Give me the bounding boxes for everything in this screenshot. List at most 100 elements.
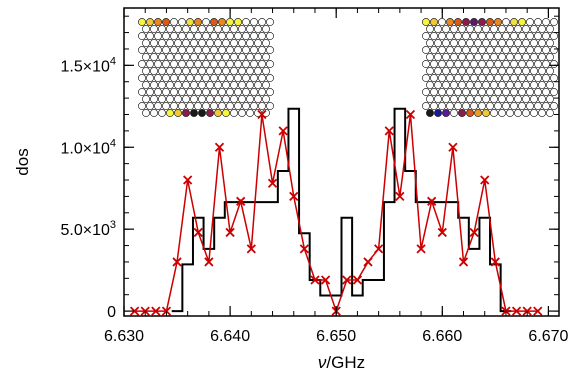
lattice-site	[230, 109, 238, 117]
lattice-site	[194, 102, 202, 110]
tick-labels: 6.630 6.640 6.650 6.660 6.670 0 5.0×103 1.0×104…	[60, 55, 568, 345]
lattice-site	[226, 102, 234, 110]
lattice-site	[226, 88, 234, 96]
lattice-site	[514, 81, 522, 89]
lattice-site	[506, 25, 514, 33]
y-tick-label: 5.0×103	[60, 219, 116, 239]
line-series	[134, 114, 538, 314]
lattice-site	[202, 46, 210, 54]
lattice-site	[166, 109, 174, 117]
lattice-site	[218, 74, 226, 82]
lattice-site	[246, 109, 254, 117]
lattice-site	[494, 74, 502, 82]
lattice-site	[234, 46, 242, 54]
lattice-site	[550, 18, 558, 26]
lattice-site	[458, 95, 466, 103]
lattice-site	[550, 60, 558, 68]
lattice-site	[530, 39, 538, 47]
lattice-site	[266, 102, 274, 110]
axis-ticks	[123, 8, 559, 316]
lattice-site	[254, 95, 262, 103]
lattice-site	[258, 32, 266, 40]
lattice-site	[538, 81, 546, 89]
lattice-site	[158, 95, 166, 103]
lattice-site	[222, 81, 230, 89]
lattice-site	[146, 60, 154, 68]
lattice-site	[522, 67, 530, 75]
lattice-site	[222, 109, 230, 117]
lattice-site	[138, 18, 146, 26]
lattice-site	[534, 88, 542, 96]
lattice-site	[502, 46, 510, 54]
lattice-site	[178, 60, 186, 68]
lattice-site	[466, 95, 474, 103]
lattice-site	[186, 74, 194, 82]
lattice-site	[434, 81, 442, 89]
lattice-site	[442, 67, 450, 75]
lattice-site	[434, 39, 442, 47]
lattice-site	[262, 95, 270, 103]
lattice-site	[218, 102, 226, 110]
lattice-site	[550, 46, 558, 54]
lattice-site	[466, 25, 474, 33]
x-marker	[257, 109, 267, 120]
lattice-site	[182, 67, 190, 75]
lattice-site	[490, 53, 498, 61]
lattice-site	[198, 67, 206, 75]
lattice-site	[430, 18, 438, 26]
lattice-site	[230, 67, 238, 75]
lattice-site	[490, 95, 498, 103]
y-tick-label: 1.5×104	[60, 55, 116, 75]
lattice-site	[438, 88, 446, 96]
x-marker	[204, 257, 214, 267]
lattice-site	[546, 95, 554, 103]
x-marker	[469, 227, 479, 238]
lattice-site	[442, 109, 450, 117]
x-marker	[246, 244, 256, 254]
lattice-site	[230, 25, 238, 33]
lattice-site	[198, 53, 206, 61]
lattice-site	[546, 39, 554, 47]
lattice-site	[438, 32, 446, 40]
lattice-site	[254, 53, 262, 61]
lattice-site	[174, 53, 182, 61]
lattice-site	[250, 46, 258, 54]
lattice-site	[474, 53, 482, 61]
x-marker	[172, 257, 182, 267]
lattice-site	[422, 46, 430, 54]
lattice-site	[494, 60, 502, 68]
lattice-site	[502, 18, 510, 26]
lattice-site	[190, 25, 198, 33]
lattice-site	[546, 25, 554, 33]
lattice-site	[426, 95, 434, 103]
lattice-site	[438, 46, 446, 54]
lattice-site	[470, 102, 478, 110]
lattice-site	[226, 60, 234, 68]
lattice-site	[254, 81, 262, 89]
lattice-site	[526, 88, 534, 96]
x-marker	[214, 142, 225, 152]
lattice-site	[454, 74, 462, 82]
lattice-site	[462, 102, 470, 110]
lattice-site	[550, 88, 558, 96]
lattice-site	[246, 53, 254, 61]
lattice-site	[154, 88, 162, 96]
lattice-site	[154, 102, 162, 110]
x-marker	[342, 275, 352, 285]
x-marker	[448, 142, 458, 152]
lattice-site	[162, 102, 170, 110]
lattice-site	[474, 67, 482, 75]
lattice-inset-right	[422, 18, 558, 117]
lattice-site	[490, 81, 498, 89]
x-marker	[437, 227, 447, 238]
lattice-site	[174, 25, 182, 33]
lattice-site	[158, 67, 166, 75]
lattice-site	[206, 95, 214, 103]
x-marker	[395, 191, 405, 202]
lattice-site	[250, 60, 258, 68]
lattice-site	[174, 81, 182, 89]
lattice-site	[546, 81, 554, 89]
x-marker	[236, 196, 246, 206]
lattice-site	[490, 39, 498, 47]
